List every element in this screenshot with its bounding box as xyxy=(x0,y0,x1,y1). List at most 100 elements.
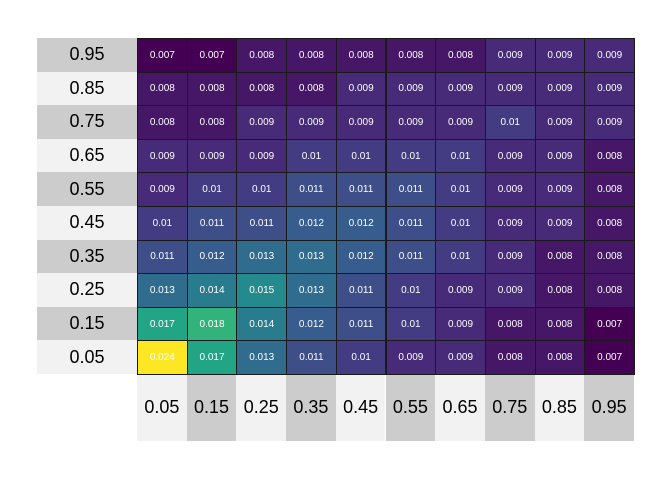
heatmap-cell: 0.008 xyxy=(534,340,586,375)
heatmap-cell: 0.009 xyxy=(584,71,635,107)
heatmap-cell: 0.007 xyxy=(137,38,188,73)
heatmap-cell: 0.009 xyxy=(584,38,635,73)
heatmap-cell: 0.008 xyxy=(534,239,586,275)
heatmap-cell: 0.011 xyxy=(236,206,288,241)
heatmap-cell: 0.011 xyxy=(385,239,437,275)
heatmap-cell: 0.014 xyxy=(186,273,238,308)
heatmap-cell: 0.008 xyxy=(236,71,288,107)
heatmap-cell: 0.009 xyxy=(385,105,437,140)
column-label: 0.55 xyxy=(385,374,436,441)
heatmap-cell: 0.008 xyxy=(186,105,238,140)
heatmap-cell: 0.01 xyxy=(435,206,486,241)
heatmap-cell: 0.009 xyxy=(236,105,288,140)
column-label: 0.05 xyxy=(137,374,187,441)
heatmap-cell: 0.009 xyxy=(186,138,238,174)
heatmap-cell: 0.009 xyxy=(385,340,437,375)
heatmap-cell: 0.011 xyxy=(335,172,387,207)
heatmap-cell: 0.009 xyxy=(335,71,387,107)
heatmap-cell: 0.009 xyxy=(484,71,536,107)
row-label: 0.95 xyxy=(37,38,137,72)
heatmap-cell: 0.008 xyxy=(584,273,635,308)
heatmap-cell: 0.009 xyxy=(484,239,536,275)
heatmap-cell: 0.01 xyxy=(435,239,486,275)
heatmap-cell: 0.009 xyxy=(484,138,536,174)
heatmap-cell: 0.008 xyxy=(137,71,188,107)
heatmap-cell: 0.01 xyxy=(435,172,486,207)
heatmap-cell: 0.007 xyxy=(584,340,635,375)
heatmap-cell: 0.018 xyxy=(186,306,238,342)
heatmap-cell: 0.009 xyxy=(137,172,188,207)
heatmap-cell: 0.01 xyxy=(484,105,536,140)
heatmap-cell: 0.009 xyxy=(435,306,486,342)
heatmap-cell: 0.013 xyxy=(286,239,337,275)
row-label: 0.85 xyxy=(37,71,137,106)
heatmap-cell: 0.008 xyxy=(584,172,635,207)
heatmap-cell: 0.01 xyxy=(236,172,288,207)
heatmap-cell: 0.008 xyxy=(484,306,536,342)
heatmap-cell: 0.008 xyxy=(186,71,238,107)
heatmap-cell: 0.012 xyxy=(335,206,387,241)
heatmap-cell: 0.008 xyxy=(534,273,586,308)
heatmap-cell: 0.012 xyxy=(335,239,387,275)
column-label: 0.85 xyxy=(534,374,585,441)
heatmap-cell: 0.008 xyxy=(335,38,387,73)
heatmap-cell: 0.01 xyxy=(385,306,437,342)
heatmap-cell: 0.011 xyxy=(385,172,437,207)
heatmap-cell: 0.01 xyxy=(137,206,188,241)
heatmap-cell: 0.009 xyxy=(435,340,486,375)
heatmap-cell: 0.008 xyxy=(484,340,536,375)
heatmap-cell: 0.01 xyxy=(186,172,238,207)
heatmap-cell: 0.013 xyxy=(236,340,288,375)
heatmap-cell: 0.011 xyxy=(385,206,437,241)
heatmap-cell: 0.011 xyxy=(137,239,188,275)
row-label: 0.05 xyxy=(37,340,137,374)
heatmap-cell: 0.011 xyxy=(335,273,387,308)
heatmap-cell: 0.009 xyxy=(335,105,387,140)
row-label: 0.35 xyxy=(37,239,137,274)
heatmap-cell: 0.012 xyxy=(286,306,337,342)
heatmap-cell: 0.011 xyxy=(335,306,387,342)
row-label: 0.25 xyxy=(37,273,137,307)
heatmap-cell: 0.009 xyxy=(435,273,486,308)
heatmap-cell: 0.008 xyxy=(584,138,635,174)
heatmap-cell: 0.009 xyxy=(584,105,635,140)
heatmap-cell: 0.008 xyxy=(286,71,337,107)
column-label: 0.35 xyxy=(286,374,336,441)
row-label: 0.55 xyxy=(37,172,137,206)
heatmap-cell: 0.01 xyxy=(435,138,486,174)
heatmap-cell: 0.014 xyxy=(236,306,288,342)
heatmap-cell: 0.007 xyxy=(584,306,635,342)
heatmap-cell: 0.01 xyxy=(335,340,387,375)
column-label: 0.25 xyxy=(236,374,287,441)
heatmap-cell: 0.008 xyxy=(286,38,337,73)
heatmap-cell: 0.024 xyxy=(137,340,188,375)
column-label: 0.75 xyxy=(484,374,535,441)
heatmap-cell: 0.009 xyxy=(534,172,586,207)
heatmap-cell: 0.009 xyxy=(534,105,586,140)
heatmap-cell: 0.009 xyxy=(236,138,288,174)
heatmap-cell: 0.017 xyxy=(137,306,188,342)
row-label: 0.15 xyxy=(37,306,137,341)
heatmap-cell: 0.009 xyxy=(435,105,486,140)
column-label: 0.45 xyxy=(335,374,386,441)
heatmap-cell: 0.013 xyxy=(236,239,288,275)
heatmap-cell: 0.009 xyxy=(484,273,536,308)
heatmap-cell: 0.011 xyxy=(286,340,337,375)
heatmap-cell: 0.012 xyxy=(186,239,238,275)
heatmap-cell: 0.008 xyxy=(137,105,188,140)
column-label: 0.65 xyxy=(435,374,485,441)
heatmap-cell: 0.008 xyxy=(584,206,635,241)
heatmap-cell: 0.009 xyxy=(286,105,337,140)
heatmap-cell: 0.013 xyxy=(137,273,188,308)
column-label: 0.15 xyxy=(186,374,237,441)
heatmap-cell: 0.011 xyxy=(186,206,238,241)
heatmap-cell: 0.009 xyxy=(137,138,188,174)
heatmap-cell: 0.017 xyxy=(186,340,238,375)
heatmap-cell: 0.012 xyxy=(286,206,337,241)
heatmap-cell: 0.01 xyxy=(385,138,437,174)
heatmap-cell: 0.008 xyxy=(385,38,437,73)
heatmap-cell: 0.015 xyxy=(236,273,288,308)
heatmap-cell: 0.008 xyxy=(534,306,586,342)
heatmap-cell: 0.009 xyxy=(534,38,586,73)
